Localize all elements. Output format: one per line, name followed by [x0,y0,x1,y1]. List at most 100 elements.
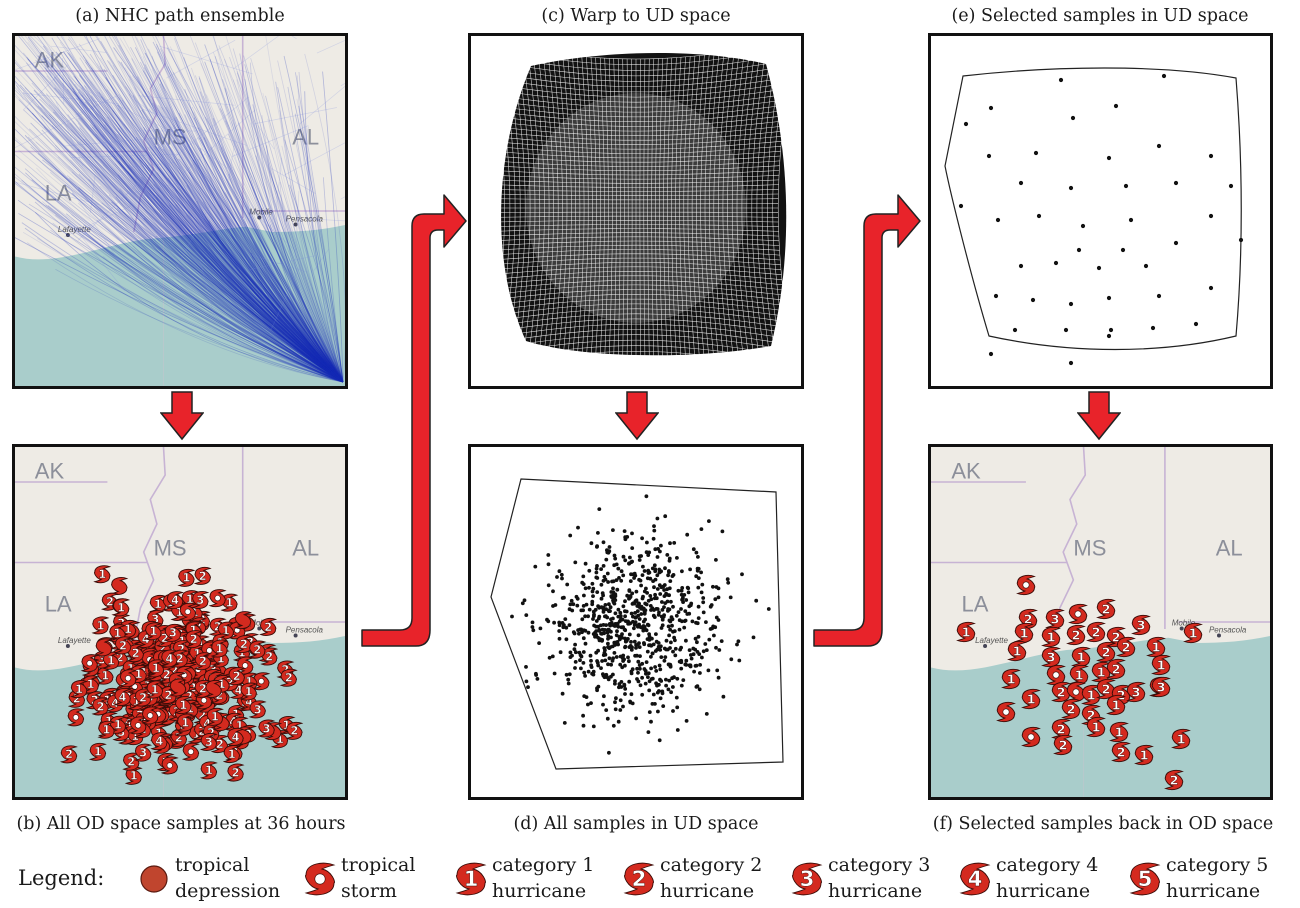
svg-text:2: 2 [185,690,193,703]
ms-river-border [133,447,166,644]
storm-sample [204,680,223,698]
storm-sample [1016,574,1036,596]
svg-text:2: 2 [65,748,73,761]
storm-sample: 1 [1183,622,1203,644]
svg-text:2: 2 [1067,702,1076,717]
svg-text:4: 4 [232,731,240,744]
svg-text:1: 1 [245,685,253,698]
storm-sample: 1 [1146,636,1166,658]
storm-sample: 4 [150,732,169,751]
svg-text:1: 1 [154,598,162,611]
svg-text:3: 3 [800,867,815,891]
svg-text:1: 1 [102,724,110,737]
ud-samples-plot [490,478,784,770]
svg-text:2: 2 [1170,773,1179,788]
storm-sample: 2 [1086,621,1106,643]
svg-text:2: 2 [226,676,234,689]
storm-sample: 1 [119,620,137,638]
storm-sample: 3 [163,623,182,642]
svg-text:2: 2 [163,668,171,681]
svg-text:1: 1 [211,711,219,724]
svg-text:1: 1 [101,669,109,682]
legend-storm-glyph: 2 [623,862,655,896]
state-label-ms: MS [154,536,187,561]
state-label-al: AL [1216,536,1243,561]
city-dot [293,633,298,638]
storm-sample: 2 [227,667,246,686]
legend-storm-glyph: 5 [1129,862,1161,896]
svg-text:2: 2 [199,570,207,583]
svg-text:1: 1 [130,770,138,783]
panel-a-path-ensemble: AK MS AL LA Lafayette Mobile Pensacola [12,33,348,389]
storm-sample: 2 [1051,718,1071,740]
storm-sample [1046,664,1066,686]
gulf-water [15,225,345,386]
storm-sample: 1 [1171,728,1191,750]
legend-line-1: tropical [175,854,250,876]
path-ensemble-map: AK MS AL LA Lafayette Mobile Pensacola [15,36,345,386]
storm-sample: 1 [93,565,112,584]
svg-text:1: 1 [1092,720,1101,735]
svg-text:1: 1 [117,601,125,614]
storm-sample: 3 [1131,614,1151,636]
panel-b-od-samples: AKMSALLALafayetteMobilePensacola11112413… [12,444,348,800]
storm-sample: 2 [226,763,245,782]
legend-item-2: tropical storm [303,852,471,906]
od-samples-map: AKMSALLALafayetteMobilePensacola11112413… [15,447,345,797]
svg-text:1: 1 [1189,626,1198,641]
storm-sample [110,577,129,595]
svg-text:2: 2 [1024,612,1033,627]
svg-text:1: 1 [276,733,284,746]
state-borders [15,36,345,386]
legend-line-1: category 2 [660,854,763,876]
svg-text:1: 1 [193,728,201,741]
panel-a-caption: (a) NHC path ensemble [75,6,285,26]
storm-sample: 2 [248,640,267,659]
svg-text:2: 2 [1112,630,1121,645]
svg-text:2: 2 [290,725,298,738]
svg-text:3: 3 [139,746,147,759]
legend-line-1: category 4 [996,854,1099,876]
svg-text:2: 2 [198,709,206,722]
svg-text:1: 1 [1140,748,1149,763]
svg-text:3: 3 [196,594,204,607]
svg-text:1: 1 [1152,640,1161,655]
svg-text:2: 2 [1112,662,1121,677]
svg-text:1: 1 [245,675,253,688]
svg-text:1: 1 [193,648,201,661]
storm-sample: 1 [1109,721,1129,743]
storm-sample: 1 [129,665,148,683]
storm-sample: 2 [114,636,133,655]
state-label-ak: AK [35,48,65,73]
storm-sample [1068,603,1088,625]
svg-text:1: 1 [216,642,224,655]
storm-sample: 2 [279,668,298,687]
storm-sample: 2 [184,630,203,649]
legend-line-2: hurricane [1166,880,1261,902]
storm-sample: 1 [112,598,131,617]
svg-text:4: 4 [142,633,150,646]
storm-sample: 1 [1134,744,1154,766]
svg-text:1: 1 [225,597,233,610]
panel-f-caption: (f) Selected samples back in OD space [932,814,1274,834]
arrow-d-to-e [813,194,921,647]
svg-text:1: 1 [1157,658,1166,673]
svg-text:4: 4 [165,652,173,665]
svg-text:1: 1 [1007,672,1016,687]
warp-grid [471,36,801,386]
storm-sample: 2 [1106,658,1126,680]
svg-text:2: 2 [139,691,147,704]
legend-item-6: 4 category 4 hurricane [958,852,1126,906]
storm-sample: 1 [1001,668,1021,690]
storm-sample: 1 [1014,622,1034,644]
svg-text:3: 3 [98,653,106,666]
storm-sample: 1 [91,616,110,635]
storm-sample: 2 [285,721,304,740]
svg-text:2: 2 [232,766,240,779]
svg-text:4: 4 [245,696,253,709]
storm-sample [119,669,138,688]
storm-sample: 4 [226,727,245,746]
ms-river-border [1052,447,1087,644]
svg-text:2: 2 [1102,645,1111,660]
hurricane-tracks [15,36,345,383]
